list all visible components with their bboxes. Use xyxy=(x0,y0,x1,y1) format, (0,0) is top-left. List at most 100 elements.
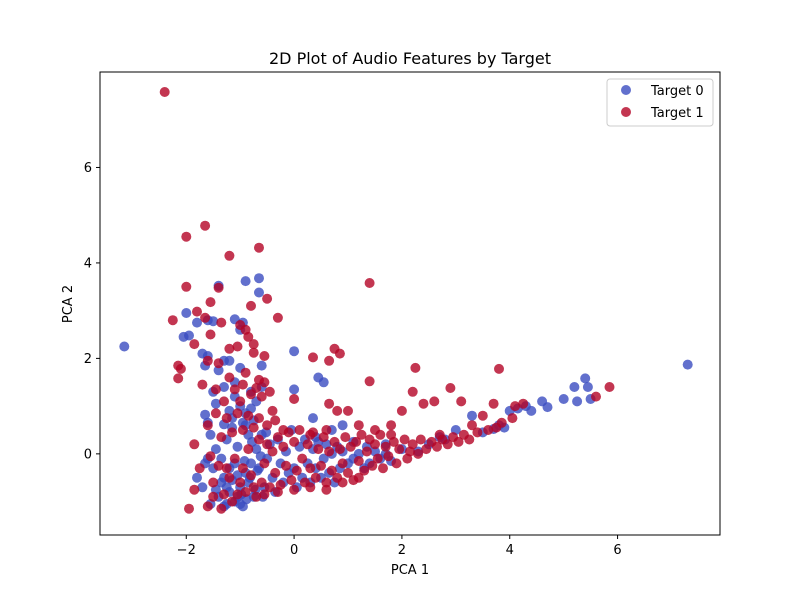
point-target-0-140 xyxy=(232,441,243,452)
point-target-0-14 xyxy=(184,330,194,341)
point-target-1-111 xyxy=(310,472,321,483)
point-target-1-54 xyxy=(386,420,397,431)
plot-frame xyxy=(99,71,721,536)
legend-label-target-0: Target 0 xyxy=(650,84,704,99)
point-target-0-20 xyxy=(289,384,300,395)
point-target-1-152 xyxy=(442,439,453,450)
point-target-1-69 xyxy=(604,382,615,392)
point-target-1-173 xyxy=(278,425,289,435)
point-target-1-182 xyxy=(221,463,232,474)
point-target-1-135 xyxy=(375,429,386,440)
point-target-1-127 xyxy=(353,456,364,466)
point-target-1-39 xyxy=(197,379,208,390)
point-target-0-3 xyxy=(192,317,202,328)
point-target-0-5 xyxy=(208,316,219,327)
point-target-1-57 xyxy=(418,398,429,409)
point-target-1-33 xyxy=(213,358,224,369)
point-target-1-146 xyxy=(413,448,424,459)
point-target-1-167 xyxy=(232,408,243,419)
point-target-1-160 xyxy=(496,417,507,428)
point-target-1-171 xyxy=(262,420,273,431)
legend-box xyxy=(606,78,714,127)
point-target-1-100 xyxy=(281,460,291,471)
point-target-1-73 xyxy=(194,463,205,474)
point-target-1-49 xyxy=(332,405,343,416)
point-target-1-0 xyxy=(159,87,170,97)
point-target-1-85 xyxy=(237,463,248,474)
point-target-1-179 xyxy=(210,384,221,395)
point-target-1-157 xyxy=(472,427,483,438)
point-target-1-154 xyxy=(453,436,464,447)
x-tick-label: 6 xyxy=(613,543,621,558)
point-target-1-14 xyxy=(216,317,227,328)
point-target-0-47 xyxy=(467,410,477,421)
point-target-1-113 xyxy=(316,460,326,471)
point-target-1-74 xyxy=(205,451,216,462)
point-target-1-118 xyxy=(329,436,340,447)
point-target-0-32 xyxy=(200,409,211,420)
point-target-1-34 xyxy=(224,372,235,383)
point-target-1-188 xyxy=(305,482,316,493)
point-target-1-77 xyxy=(202,501,213,512)
point-target-0-58 xyxy=(572,396,583,407)
point-target-1-180 xyxy=(208,491,219,502)
point-target-1-67 xyxy=(518,398,529,409)
point-target-1-129 xyxy=(359,465,370,476)
point-target-1-11 xyxy=(192,306,202,317)
legend: Target 0 Target 1 xyxy=(606,78,714,127)
point-target-1-93 xyxy=(262,439,273,450)
point-target-1-61 xyxy=(456,396,467,407)
point-target-1-88 xyxy=(246,470,256,481)
point-target-1-133 xyxy=(370,439,380,450)
point-target-1-183 xyxy=(232,489,243,500)
point-target-0-53 xyxy=(526,405,537,416)
point-target-1-7 xyxy=(213,282,224,293)
point-target-0-56 xyxy=(558,394,569,404)
point-target-1-190 xyxy=(337,477,348,488)
point-target-1-134 xyxy=(372,453,383,464)
point-target-1-19 xyxy=(205,329,216,340)
point-target-1-163 xyxy=(210,408,221,419)
point-target-1-181 xyxy=(216,503,227,514)
y-tick-label: 2 xyxy=(84,352,92,367)
point-target-1-22 xyxy=(232,341,243,352)
legend-marker-target-0 xyxy=(621,85,631,95)
point-target-1-41 xyxy=(235,396,246,407)
point-target-1-168 xyxy=(237,425,248,435)
point-target-0-1 xyxy=(682,359,693,370)
point-target-1-10 xyxy=(246,300,256,311)
point-target-1-79 xyxy=(213,460,224,471)
point-target-1-92 xyxy=(259,458,270,469)
point-target-1-178 xyxy=(264,386,275,397)
point-target-1-130 xyxy=(361,446,372,457)
point-target-1-46 xyxy=(324,398,335,409)
point-target-1-24 xyxy=(259,351,270,361)
point-target-1-102 xyxy=(286,475,297,486)
point-target-1-9 xyxy=(262,293,273,304)
point-target-0-55 xyxy=(542,402,553,413)
point-target-1-123 xyxy=(343,467,353,478)
point-target-0-25 xyxy=(219,382,229,392)
point-target-1-122 xyxy=(340,432,351,443)
point-target-1-84 xyxy=(235,477,246,488)
point-target-1-106 xyxy=(297,453,308,464)
point-target-1-109 xyxy=(305,463,316,474)
point-target-1-177 xyxy=(254,374,264,385)
point-target-1-141 xyxy=(394,444,405,455)
point-target-1-4 xyxy=(254,242,264,253)
point-target-0-8 xyxy=(240,276,251,287)
point-target-1-96 xyxy=(270,467,281,478)
point-target-0-2 xyxy=(181,308,192,318)
point-target-0-18 xyxy=(256,360,267,371)
point-target-1-20 xyxy=(189,339,200,350)
point-target-0-161 xyxy=(197,482,208,493)
point-target-1-121 xyxy=(337,458,348,469)
point-target-1-32 xyxy=(202,355,213,366)
point-target-1-68 xyxy=(591,391,601,402)
chart-title: 2D Plot of Audio Features by Target xyxy=(269,49,551,68)
point-target-1-142 xyxy=(399,434,410,445)
point-target-1-55 xyxy=(396,405,407,416)
point-target-1-137 xyxy=(380,441,391,452)
point-target-1-1 xyxy=(200,220,211,231)
point-target-1-82 xyxy=(227,496,238,507)
